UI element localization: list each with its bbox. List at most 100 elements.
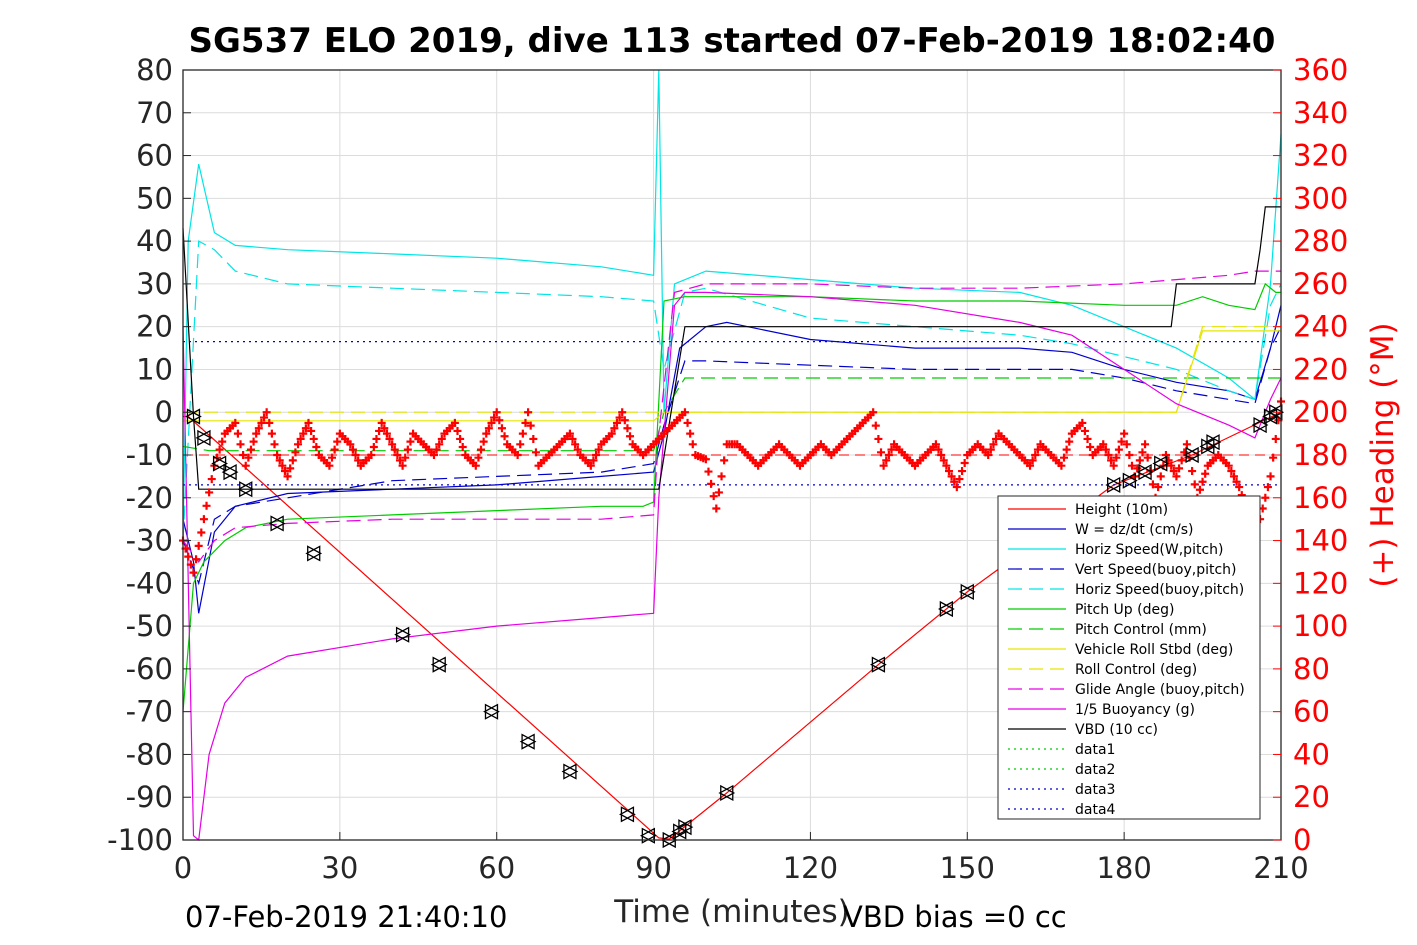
- heading-marker: [1127, 461, 1136, 470]
- heading-marker: [712, 504, 721, 513]
- series-line: [182, 291, 1282, 842]
- heading-marker: [330, 445, 339, 454]
- heading-marker: [1107, 456, 1116, 465]
- heading-marker: [304, 418, 313, 427]
- heading-marker: [312, 442, 321, 451]
- heading-marker: [992, 434, 1001, 443]
- heading-marker: [1182, 440, 1191, 449]
- heading-marker: [942, 461, 951, 470]
- sample-marker: [718, 784, 734, 802]
- y-right-tick-label: 0: [1293, 823, 1311, 857]
- heading-marker: [450, 418, 459, 427]
- heading-marker: [1271, 434, 1280, 443]
- heading-marker: [254, 424, 263, 433]
- sample-marker: [1105, 476, 1121, 494]
- heading-marker: [283, 472, 292, 481]
- heading-marker: [1133, 464, 1142, 473]
- sample-marker: [561, 763, 577, 780]
- legend-items: Height (10m) W = dz/dt (cm/s) Horiz Speed(…: [1008, 502, 1245, 818]
- x-tick-label: 120: [783, 851, 838, 885]
- sample-marker: [211, 455, 227, 472]
- heading-marker: [950, 477, 959, 486]
- heading-marker: [372, 434, 381, 443]
- heading-marker: [513, 451, 522, 459]
- heading-marker: [701, 455, 710, 464]
- heading-marker: [1198, 477, 1207, 486]
- heading-marker: [246, 445, 255, 454]
- sample-layer: [185, 404, 1285, 849]
- heading-marker: [683, 418, 692, 427]
- heading-marker: [278, 461, 287, 470]
- x-tick-label: 150: [940, 851, 995, 885]
- legend-label: Pitch Control (mm): [1075, 622, 1207, 638]
- heading-marker: [385, 434, 394, 443]
- heading-marker: [406, 437, 415, 446]
- heading-marker: [986, 445, 995, 454]
- y-right-tick-label: 240: [1293, 310, 1348, 344]
- heading-marker: [403, 445, 412, 454]
- heading-marker: [618, 408, 627, 417]
- y-tick-label: -70: [126, 695, 173, 729]
- heading-marker: [184, 552, 193, 561]
- heading-marker: [612, 418, 621, 427]
- heading-marker: [884, 451, 893, 459]
- y-right-tick-label: 280: [1293, 224, 1348, 258]
- heading-marker: [686, 429, 695, 438]
- heading-marker: [437, 434, 446, 443]
- heading-marker: [623, 424, 632, 433]
- heading-marker: [1057, 461, 1066, 470]
- heading-marker: [351, 451, 360, 459]
- heading-marker: [186, 560, 195, 569]
- heading-marker: [309, 434, 318, 443]
- heading-marker: [1167, 461, 1176, 470]
- heading-marker: [497, 424, 506, 433]
- y-tick-label: -40: [126, 566, 173, 600]
- heading-marker: [524, 408, 533, 417]
- legend-label: 1/5 Buoyancy (g): [1075, 702, 1195, 718]
- heading-marker: [717, 472, 726, 481]
- heading-marker: [1156, 472, 1165, 481]
- y-right-tick-label: 160: [1293, 481, 1348, 515]
- heading-marker: [571, 440, 580, 449]
- sample-marker: [1251, 416, 1267, 434]
- heading-marker: [877, 448, 886, 457]
- y-tick-label: 10: [136, 352, 173, 386]
- heading-marker: [720, 456, 729, 465]
- heading-marker: [531, 448, 540, 457]
- heading-marker: [1169, 467, 1178, 476]
- heading-marker: [709, 492, 718, 501]
- sample-marker: [195, 429, 211, 446]
- heading-marker: [299, 429, 308, 438]
- heading-marker: [1232, 477, 1241, 486]
- heading-marker: [1224, 461, 1233, 470]
- y-tick-label: 40: [136, 224, 173, 258]
- heading-marker: [346, 440, 355, 449]
- heading-marker: [1114, 445, 1123, 454]
- y-right-tick-label: 60: [1293, 695, 1330, 729]
- heading-marker: [348, 445, 357, 454]
- x-tick-label: 60: [478, 851, 515, 885]
- heading-marker: [395, 456, 404, 465]
- y-right-tick-label: 140: [1293, 524, 1348, 558]
- legend-label: Horiz Speed(buoy,pitch): [1075, 582, 1244, 598]
- heading-marker: [239, 451, 248, 459]
- heading-marker: [592, 451, 601, 459]
- y-tick-label: -50: [126, 609, 173, 643]
- heading-marker: [529, 434, 538, 443]
- sample-marker: [1152, 455, 1168, 472]
- heading-marker: [882, 456, 891, 465]
- heading-marker: [1266, 472, 1275, 481]
- heading-marker: [589, 456, 598, 465]
- sample-marker: [185, 408, 201, 425]
- heading-marker: [244, 453, 253, 462]
- legend-label: data3: [1075, 782, 1115, 798]
- sample-marker: [1120, 472, 1137, 489]
- heading-marker: [375, 426, 384, 435]
- y-tick-label: -10: [126, 438, 173, 472]
- legend-label: VBD (10 cc): [1075, 722, 1158, 738]
- sample-marker: [1183, 446, 1199, 464]
- heading-layer: [179, 397, 1285, 577]
- heading-marker: [252, 429, 261, 438]
- heading-marker: [367, 451, 376, 459]
- heading-marker: [960, 459, 969, 468]
